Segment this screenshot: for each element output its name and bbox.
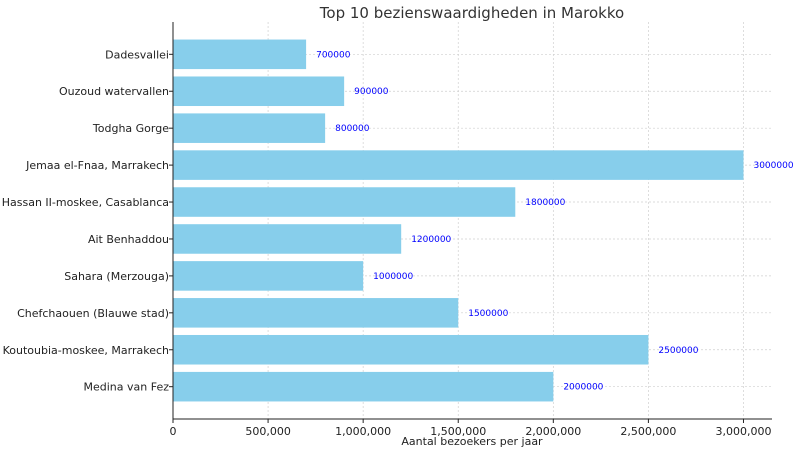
- bar: [173, 39, 307, 70]
- y-tick-label: Hassan II-moskee, Casablanca: [2, 196, 169, 209]
- bar: [173, 298, 459, 328]
- chart-title: Top 10 bezienswaardigheden in Marokko: [319, 4, 624, 22]
- data-label: 800000: [335, 124, 370, 134]
- data-label: 700000: [316, 50, 351, 60]
- y-tick-label: Todgha Gorge: [92, 122, 169, 135]
- data-label: 1500000: [468, 309, 508, 319]
- x-tick-label: 0: [170, 425, 177, 438]
- bar: [173, 371, 554, 402]
- x-tick-label: 1,500,000: [430, 425, 486, 438]
- y-tick-label: Koutoubia-moskee, Marrakech: [3, 344, 169, 357]
- data-label: 2000000: [563, 383, 603, 393]
- bar: [173, 76, 345, 107]
- bar: [173, 261, 364, 291]
- x-tick-label: 500,000: [245, 425, 291, 438]
- y-tick-label: Dadesvallei: [105, 48, 169, 61]
- x-tick-label: 2,500,000: [620, 425, 676, 438]
- x-tick-label: 1,000,000: [335, 425, 391, 438]
- bars: [173, 39, 744, 402]
- y-axis-tick-labels: Dadesvallei Ouzoud watervallen Todgha Gorg…: [2, 48, 173, 394]
- y-tick-label: Ait Benhaddou: [88, 233, 169, 246]
- y-tick-label: Sahara (Merzouga): [64, 270, 169, 283]
- data-label: 3000000: [753, 161, 793, 171]
- data-label: 1800000: [525, 198, 565, 208]
- data-label: 1000000: [373, 272, 413, 282]
- y-tick-label: Ouzoud watervallen: [59, 85, 169, 98]
- x-tick-label: 2,000,000: [525, 425, 581, 438]
- x-axis-tick-labels: 0 500,000 1,000,000 1,500,000 2,000,000 2,500…: [170, 419, 771, 438]
- bar: [173, 150, 744, 180]
- data-label: 2500000: [658, 346, 698, 356]
- bar: [173, 224, 402, 254]
- y-tick-label: Jemaa el-Fnaa, Marrakech: [25, 159, 169, 172]
- y-tick-label: Medina van Fez: [84, 381, 170, 394]
- y-tick-label: Chefchaouen (Blauwe stad): [17, 307, 169, 320]
- bar: [173, 334, 649, 365]
- data-labels: 700000 900000 800000 3000000 1800000 1200000 1…: [316, 50, 794, 392]
- x-tick-label: 3,000,000: [715, 425, 771, 438]
- data-label: 900000: [354, 87, 389, 97]
- data-label: 1200000: [411, 235, 451, 245]
- bar: [173, 113, 326, 143]
- bar: [173, 187, 516, 217]
- x-axis-label: Aantal bezoekers per jaar: [401, 435, 543, 448]
